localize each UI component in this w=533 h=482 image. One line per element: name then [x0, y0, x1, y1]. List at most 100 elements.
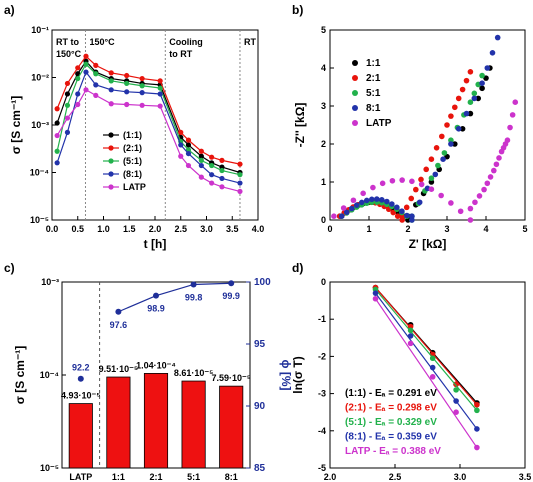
x-tick-label: 3 [444, 224, 449, 234]
data-point [389, 201, 395, 207]
data-point [403, 204, 410, 211]
data-point [474, 444, 480, 451]
data-point [429, 364, 436, 371]
data-point [457, 208, 464, 215]
plot-frame-a [51, 29, 259, 221]
data-point [463, 110, 470, 117]
data-point [178, 129, 184, 135]
data-point [198, 148, 204, 154]
data-point [448, 113, 454, 119]
y-tick-label: 10⁻⁵ [30, 215, 49, 225]
legend-marker [352, 75, 358, 81]
density-point [228, 280, 235, 287]
fit-line [375, 292, 478, 430]
data-point [237, 188, 243, 195]
legend-label: LATP [123, 182, 146, 192]
data-point [474, 401, 480, 408]
data-point [453, 381, 459, 388]
legend-label: 2:1 [366, 73, 381, 84]
data-point [108, 87, 114, 93]
panel-label-a: a) [4, 3, 15, 17]
legend-label: 1:1 [366, 58, 381, 69]
data-point [75, 91, 81, 97]
data-point [83, 61, 89, 67]
data-point [350, 197, 357, 204]
y-tick-label: -2 [318, 351, 326, 361]
density-line [118, 282, 232, 313]
legend-marker [352, 105, 358, 111]
region-label: RT [244, 37, 256, 47]
data-point [93, 62, 99, 68]
data-point [64, 80, 71, 87]
bar [143, 373, 169, 469]
panel-label-b: b) [292, 3, 303, 17]
data-point [343, 209, 350, 216]
data-point [409, 213, 415, 219]
data-point [54, 148, 60, 154]
data-point [390, 209, 397, 216]
data-point [444, 122, 450, 128]
density-label: 97.6 [110, 320, 128, 330]
data-point [185, 142, 192, 148]
data-point [459, 126, 466, 132]
data-point [474, 407, 480, 414]
legend-label: 8:1 [366, 103, 381, 114]
region-label: RT to [56, 37, 79, 47]
data-point [108, 70, 114, 76]
data-point [209, 154, 215, 160]
x-tick-label: 0.5 [71, 224, 84, 234]
y-tick-label: 2 [321, 139, 326, 149]
x-tick-label: 2.5 [389, 472, 402, 482]
data-point [370, 184, 376, 191]
data-point [54, 132, 60, 139]
bar [181, 380, 206, 469]
data-point [407, 327, 414, 334]
data-point [374, 196, 380, 202]
y2-tick-label: 95 [254, 339, 266, 350]
x-tick-label: 2.0 [149, 224, 162, 234]
data-point [93, 92, 99, 98]
legend-label: (5:1) [123, 156, 142, 166]
data-point [139, 75, 145, 82]
data-point [389, 177, 396, 184]
data-point [237, 161, 243, 167]
data-point [455, 95, 462, 102]
bar-value-label: 9.51·10⁻⁵ [99, 364, 139, 374]
data-point [467, 110, 474, 117]
data-point [435, 162, 441, 169]
y-tick-label: -4 [318, 426, 326, 436]
data-point [379, 197, 385, 203]
x-tick-label: 1 [366, 224, 371, 234]
data-point [471, 95, 478, 102]
legend-label: LATP - Eₐ = 0.388 eV [345, 446, 441, 457]
data-point [481, 186, 487, 193]
y2-tick-label: 85 [254, 463, 266, 474]
density-point [115, 308, 122, 315]
data-point [83, 87, 89, 93]
data-point [472, 199, 478, 206]
region-label: to RT [169, 49, 192, 59]
data-point [467, 217, 474, 223]
y-tick-label: 10⁻² [31, 73, 49, 83]
data-point [471, 90, 478, 97]
region-label: 150°C [56, 49, 82, 59]
data-point [459, 86, 466, 93]
data-point [209, 162, 215, 169]
data-point [54, 160, 60, 166]
density-label: 92.2 [72, 363, 90, 373]
y2-tick-label: 90 [254, 401, 266, 412]
x-tick-label: 3.5 [519, 472, 532, 482]
data-point [438, 192, 444, 199]
y-axis-label: σ [S cm⁻¹] [13, 346, 27, 405]
legend-marker [108, 184, 114, 190]
panel-label-c: c) [4, 261, 15, 275]
data-point [83, 69, 89, 75]
data-point [108, 78, 114, 84]
data-point [423, 166, 430, 173]
y-tick-label: 1 [321, 177, 326, 187]
legend-marker [352, 90, 358, 96]
data-point [428, 186, 435, 193]
data-point [399, 208, 405, 215]
data-point [368, 196, 375, 203]
data-point [75, 71, 81, 77]
